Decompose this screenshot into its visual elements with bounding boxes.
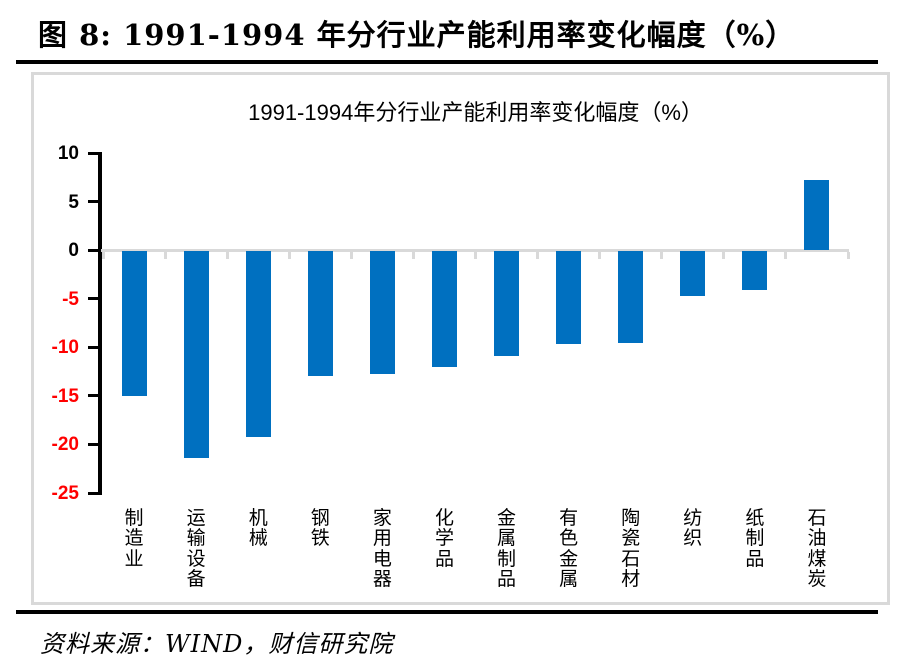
- category-boundary-tick: [846, 251, 850, 259]
- x-category-label: 化 学 品: [434, 508, 454, 570]
- category-boundary-tick: [722, 251, 726, 259]
- y-axis-tick: [88, 442, 98, 446]
- category-boundary-tick: [660, 251, 664, 259]
- y-tick-label: 5: [68, 191, 79, 213]
- y-axis-tick: [88, 200, 98, 204]
- zero-axis-line: [101, 248, 849, 252]
- x-category-label: 陶 瓷 石 材: [621, 508, 641, 590]
- y-tick-label: -5: [62, 288, 79, 310]
- bar-家用电器: [369, 251, 395, 374]
- y-tick-label: -10: [51, 337, 79, 359]
- bar-纺织: [680, 251, 706, 296]
- category-boundary-tick: [287, 251, 291, 259]
- y-tick-label: 10: [57, 143, 79, 164]
- y-axis-tick: [88, 394, 98, 398]
- y-axis-tick: [88, 491, 98, 495]
- y-axis-tick: [88, 248, 98, 252]
- x-category-label: 家 用 电 器: [372, 508, 392, 590]
- bar-有色金属: [556, 251, 582, 345]
- x-category-label: 纺 织: [683, 508, 703, 550]
- plot-area: 10 5 0 -5 -10 -15 -20 -25 制 造 业 运 输 设 备 机 械 钢 铁 家 用 …: [52, 144, 850, 590]
- y-axis-tick: [88, 297, 98, 301]
- footer-divider-rule: [16, 610, 878, 614]
- chart-box: 1991-1994年分行业产能利用率变化幅度（%） 10 5 0 -5 -10 -15 -2…: [31, 72, 890, 605]
- x-category-label: 石 油 煤 炭: [807, 508, 827, 590]
- category-boundary-tick: [784, 251, 788, 259]
- category-boundary-tick: [225, 251, 229, 259]
- y-tick-label: -15: [51, 385, 79, 407]
- y-tick-label: 0: [68, 240, 79, 262]
- y-axis-line: [98, 152, 102, 495]
- title-divider-rule: [16, 60, 878, 64]
- category-boundary-tick: [349, 251, 353, 259]
- category-boundary-tick: [598, 251, 602, 259]
- bar-石油煤炭: [804, 180, 830, 251]
- bar-钢铁: [307, 251, 333, 377]
- y-tick-label: -25: [51, 483, 79, 504]
- bar-运输设备: [183, 251, 209, 459]
- category-boundary-tick: [474, 251, 477, 259]
- x-category-label: 纸 制 品: [745, 508, 765, 570]
- y-axis-tick: [88, 345, 98, 349]
- bar-制造业: [121, 251, 147, 396]
- figure-title: 图 8: 1991-1994 年分行业产能利用率变化幅度（%）: [38, 18, 796, 52]
- x-category-label: 钢 铁: [310, 508, 330, 550]
- category-boundary-tick: [163, 251, 167, 259]
- x-category-label: 金 属 制 品: [497, 508, 517, 590]
- category-boundary-tick: [536, 251, 540, 259]
- source-note: 资料来源：WIND，财信研究院: [40, 630, 394, 658]
- y-axis-tick: [88, 151, 98, 155]
- x-category-label: 运 输 设 备: [186, 508, 206, 590]
- category-boundary-tick: [411, 251, 415, 259]
- x-category-label: 机 械: [248, 508, 268, 550]
- chart-title: 1991-1994年分行业产能利用率变化幅度（%）: [248, 100, 703, 125]
- y-tick-label: -20: [51, 434, 79, 456]
- bar-金属制品: [494, 251, 520, 357]
- x-category-label: 制 造 业: [124, 508, 144, 570]
- bar-机械: [245, 251, 271, 437]
- bar-陶瓷石材: [618, 251, 644, 344]
- category-boundary-tick: [101, 251, 105, 259]
- bar-化学品: [431, 251, 457, 367]
- bar-纸制品: [742, 251, 768, 290]
- x-category-label: 有 色 金 属: [559, 508, 579, 590]
